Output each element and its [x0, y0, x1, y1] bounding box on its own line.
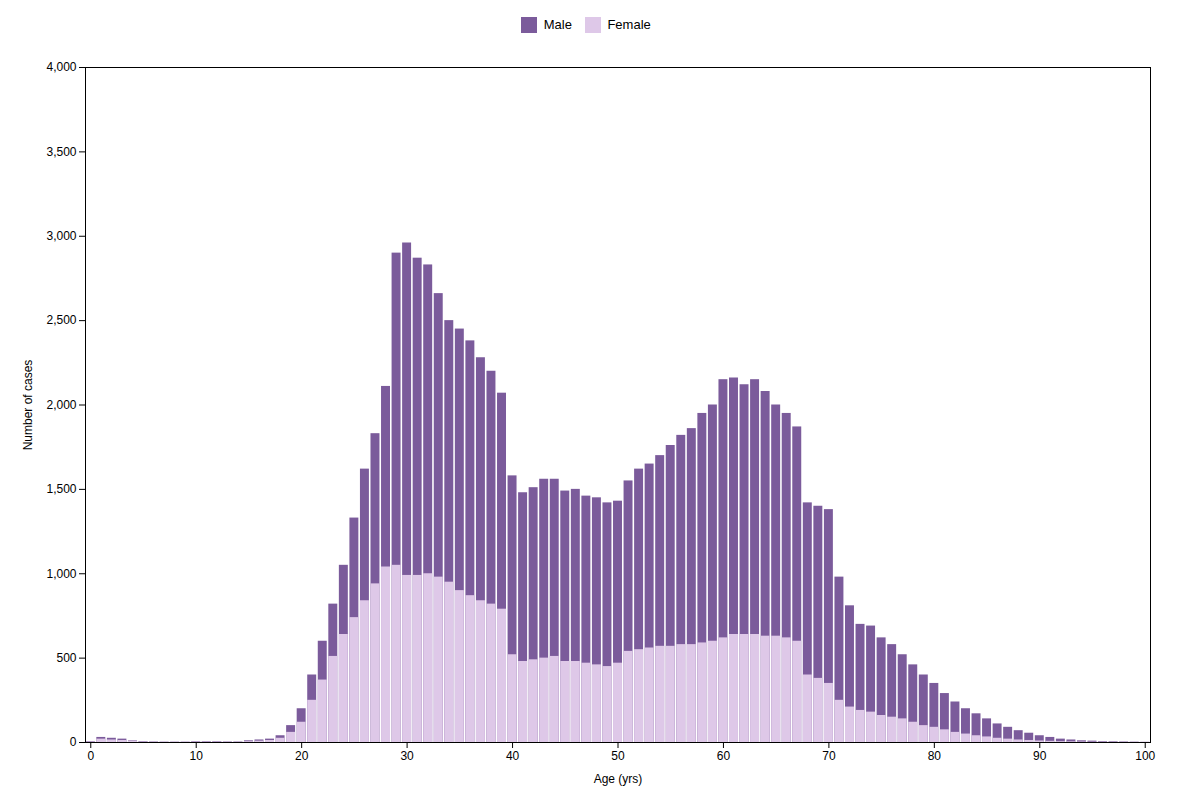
svg-text:2,000: 2,000	[46, 397, 76, 411]
svg-text:80: 80	[928, 749, 942, 763]
svg-text:20: 20	[295, 749, 309, 763]
svg-text:10: 10	[190, 749, 204, 763]
svg-text:1,500: 1,500	[46, 482, 76, 496]
svg-text:2,500: 2,500	[46, 313, 76, 327]
svg-text:3,000: 3,000	[46, 229, 76, 243]
svg-text:60: 60	[717, 749, 731, 763]
svg-text:50: 50	[611, 749, 625, 763]
svg-text:4,000: 4,000	[46, 60, 76, 74]
svg-text:Number of cases: Number of cases	[21, 359, 35, 450]
svg-text:0: 0	[87, 749, 94, 763]
svg-text:70: 70	[822, 749, 836, 763]
svg-text:Age (yrs): Age (yrs)	[594, 771, 643, 785]
svg-text:500: 500	[56, 650, 76, 664]
svg-text:0: 0	[70, 735, 77, 749]
svg-text:90: 90	[1033, 749, 1047, 763]
svg-text:40: 40	[506, 749, 520, 763]
svg-text:1,000: 1,000	[46, 566, 76, 580]
svg-text:30: 30	[400, 749, 414, 763]
html-text:Female: Female	[607, 17, 651, 32]
html-text:Male: Male	[543, 17, 572, 32]
svg-text:100: 100	[1135, 749, 1155, 763]
svg-text:3,500: 3,500	[46, 144, 76, 158]
